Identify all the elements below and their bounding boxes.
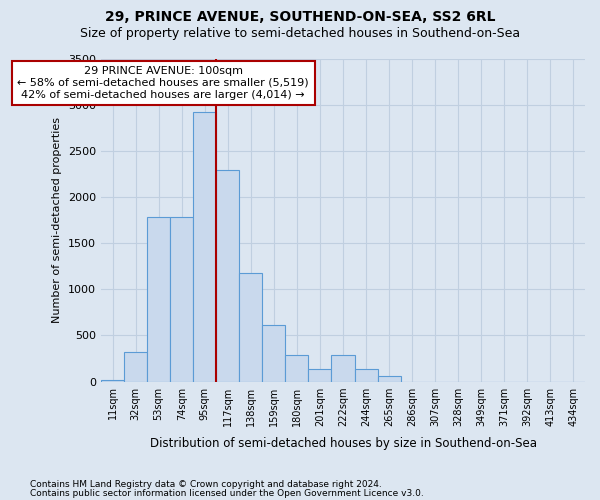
Y-axis label: Number of semi-detached properties: Number of semi-detached properties (52, 118, 62, 324)
Bar (286, 355, 308, 382)
Bar (124, 352, 147, 382)
Bar (331, 355, 355, 382)
Bar (147, 218, 170, 382)
Bar (262, 326, 286, 382)
Bar (193, 112, 216, 382)
Text: Contains public sector information licensed under the Open Government Licence v3: Contains public sector information licen… (30, 488, 424, 498)
X-axis label: Distribution of semi-detached houses by size in Southend-on-Sea: Distribution of semi-detached houses by … (149, 437, 536, 450)
Bar (239, 274, 262, 382)
Text: Contains HM Land Registry data © Crown copyright and database right 2024.: Contains HM Land Registry data © Crown c… (30, 480, 382, 489)
Text: 29, PRINCE AVENUE, SOUTHEND-ON-SEA, SS2 6RL: 29, PRINCE AVENUE, SOUTHEND-ON-SEA, SS2 … (105, 10, 495, 24)
Bar (101, 380, 124, 382)
Text: 29 PRINCE AVENUE: 100sqm
← 58% of semi-detached houses are smaller (5,519)
42% o: 29 PRINCE AVENUE: 100sqm ← 58% of semi-d… (17, 66, 309, 100)
Text: Size of property relative to semi-detached houses in Southend-on-Sea: Size of property relative to semi-detach… (80, 28, 520, 40)
Bar (216, 170, 239, 382)
Bar (355, 368, 377, 382)
Bar (377, 376, 401, 382)
Bar (170, 218, 193, 382)
Bar (308, 368, 331, 382)
